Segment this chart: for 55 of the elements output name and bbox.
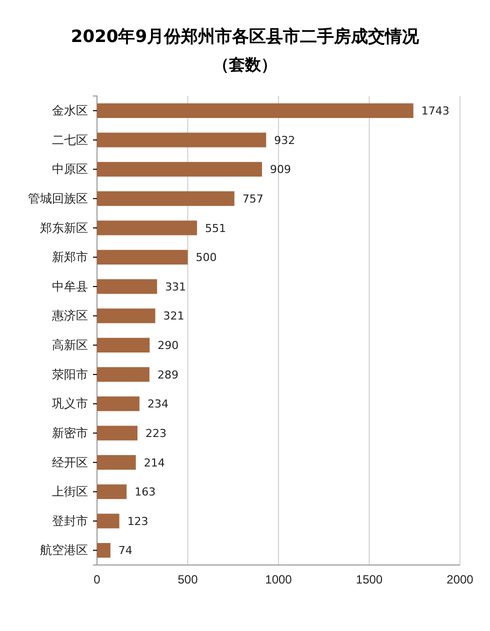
y-tick-label: 郑东新区 (40, 220, 88, 235)
y-tick-label: 惠济区 (51, 308, 88, 323)
bar (97, 484, 127, 500)
data-label: 909 (270, 163, 291, 176)
bar (97, 220, 198, 236)
data-label: 234 (147, 398, 168, 411)
bar (97, 132, 266, 148)
data-label: 500 (196, 251, 217, 264)
y-tick-label: 高新区 (52, 338, 88, 352)
y-tick-label: 中牟县 (52, 279, 88, 294)
data-label: 757 (242, 192, 264, 206)
data-label: 74 (118, 544, 132, 558)
y-tick-label: 巩义市 (52, 396, 88, 411)
data-label: 932 (274, 134, 296, 147)
x-tick-label: 1000 (265, 572, 292, 587)
bar (97, 367, 150, 382)
bar (97, 426, 138, 440)
bar (97, 455, 136, 470)
data-label: 163 (134, 486, 156, 499)
y-tick-label: 新密市 (52, 426, 88, 440)
bar (97, 514, 120, 528)
y-tick-label: 航空港区 (40, 543, 88, 558)
bar (97, 396, 140, 412)
data-label: 551 (205, 222, 226, 235)
x-tick-label: 1500 (356, 572, 383, 587)
bar (97, 338, 150, 352)
bar (97, 162, 262, 177)
y-tick-label: 管城回族区 (28, 191, 88, 206)
bar (97, 543, 110, 558)
chart-subtitle: （套数） (213, 55, 277, 74)
data-label: 214 (144, 456, 165, 470)
bar (97, 191, 234, 206)
x-tick-label: 0 (94, 572, 101, 587)
y-tick-label: 荥阳市 (52, 367, 88, 382)
data-label: 331 (165, 280, 186, 294)
bar (97, 279, 158, 294)
data-label: 290 (158, 339, 179, 352)
x-tick-label: 2000 (446, 572, 474, 587)
data-label: 123 (127, 514, 148, 528)
data-label: 321 (163, 310, 184, 323)
y-tick-label: 登封市 (52, 514, 88, 528)
bar (97, 103, 414, 118)
y-tick-label: 经开区 (52, 455, 88, 470)
chart-title: 2020年9月份郑州市各区县市二手房成交情况 (70, 27, 420, 47)
y-tick-label: 中原区 (52, 162, 88, 176)
y-tick-label: 二七区 (52, 132, 88, 147)
bar (97, 250, 188, 265)
x-tick-label: 500 (178, 572, 198, 587)
data-label: 1743 (421, 104, 450, 118)
bar (97, 308, 156, 324)
data-label: 289 (157, 368, 178, 382)
data-label: 223 (145, 426, 166, 440)
y-tick-label: 新郑市 (52, 250, 88, 264)
y-tick-label: 金水区 (52, 103, 88, 118)
y-tick-label: 上街区 (52, 484, 88, 499)
